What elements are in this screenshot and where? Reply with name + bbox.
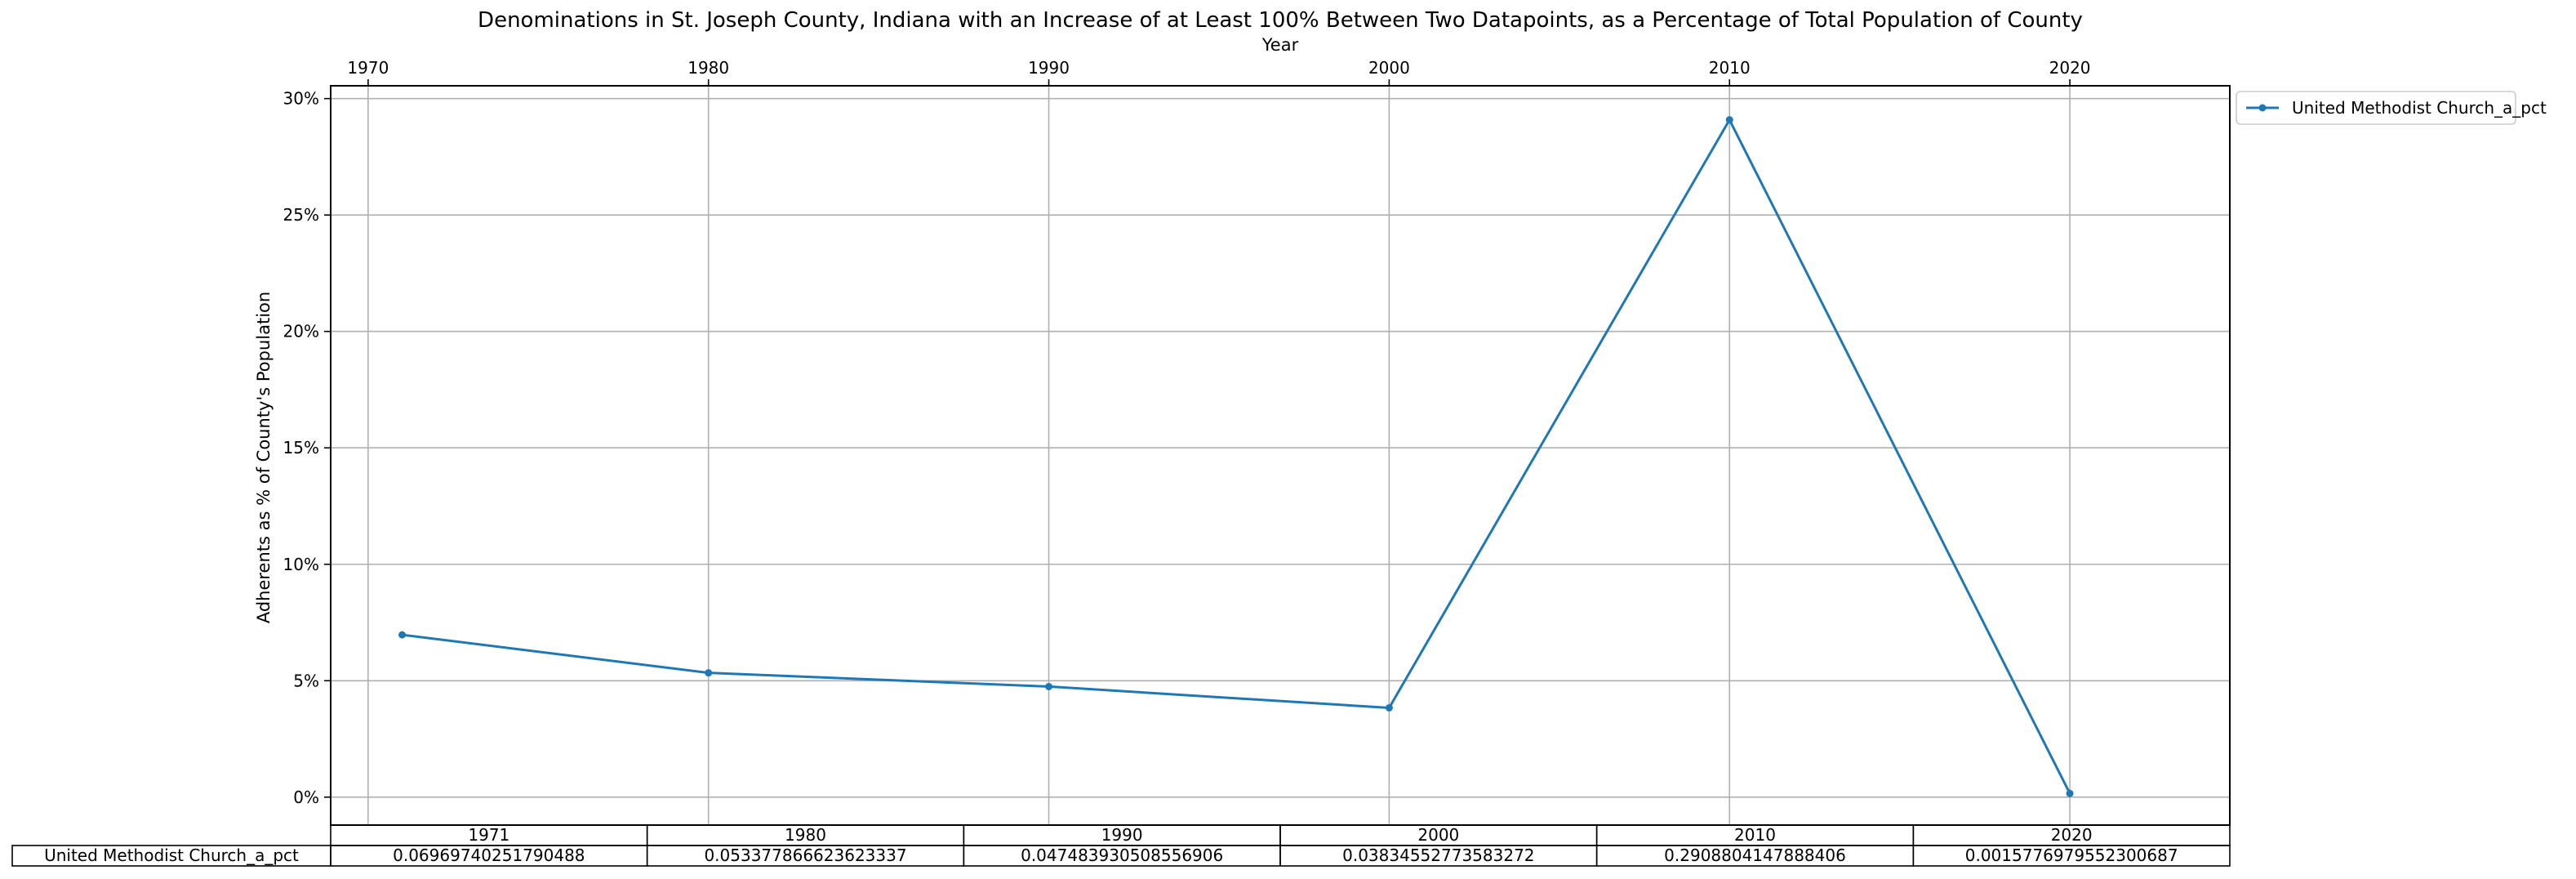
- legend: United Methodist Church_a_pct: [2236, 91, 2547, 125]
- table-cell-value: 0.0015776979552300687: [1965, 846, 2178, 865]
- y-axis-label: Adherents as % of County's Population: [254, 292, 274, 623]
- legend-label: United Methodist Church_a_pct: [2292, 98, 2547, 118]
- y-tick-label: 20%: [283, 322, 319, 341]
- x-tick-label: 2010: [1709, 58, 1751, 78]
- data-point: [1045, 682, 1053, 690]
- grid: [331, 86, 2230, 825]
- table-cell-value: 0.03834552773583272: [1342, 846, 1534, 865]
- y-tick-label: 15%: [283, 438, 319, 457]
- y-tick-label: 30%: [283, 89, 319, 109]
- table-row-label: United Methodist Church_a_pct: [44, 846, 299, 865]
- legend-box: [2236, 91, 2516, 125]
- x-tick-label: 1980: [687, 58, 729, 78]
- table-header-text: 1990: [1101, 825, 1143, 845]
- data-point: [398, 631, 407, 639]
- data-table: 1971 1980 1990 2000 2010 2020 United Methodist…: [11, 824, 2231, 867]
- data-point: [705, 669, 713, 677]
- data-point: [2066, 789, 2074, 797]
- y-tick-label: 5%: [293, 671, 319, 690]
- y-tick-label: 0%: [293, 788, 319, 807]
- legend-marker: [2258, 104, 2267, 112]
- table-header-text: 1980: [785, 825, 826, 845]
- data-point: [1725, 116, 1733, 124]
- series-line: [402, 118, 2071, 794]
- table-header-text: 2020: [2051, 825, 2093, 845]
- table-cell-value: 0.2908804147888406: [1664, 846, 1846, 865]
- y-tick-label: 25%: [283, 205, 319, 225]
- y-tick-label: 10%: [283, 555, 319, 574]
- x-tick-label: 1990: [1028, 58, 1070, 78]
- table-cell-value: 0.047483930508556906: [1021, 846, 1223, 865]
- x-tick-label: 2000: [1368, 58, 1410, 78]
- table-cell-value: 0.06969740251790488: [393, 846, 585, 865]
- x-axis-ticks: 1970 1980 1990 2000 2010 2020: [347, 58, 2091, 86]
- x-tick-label: 1970: [347, 58, 389, 78]
- y-axis-ticks: 0% 5% 10% 15% 20% 25% 30%: [283, 89, 331, 807]
- table-cell-value: 0.053377866623623337: [704, 846, 906, 865]
- table-header-text: 1971: [468, 825, 509, 845]
- chart-title: Denominations in St. Joseph County, Indi…: [478, 8, 2083, 33]
- x-tick-label: 2020: [2049, 58, 2091, 78]
- table-cell: [1912, 845, 2231, 867]
- x-axis-label: Year: [1261, 35, 1299, 55]
- data-point: [1385, 703, 1393, 712]
- series-layer: [398, 116, 2074, 797]
- table-header-text: 2000: [1417, 825, 1459, 845]
- table-header-text: 2010: [1734, 825, 1776, 845]
